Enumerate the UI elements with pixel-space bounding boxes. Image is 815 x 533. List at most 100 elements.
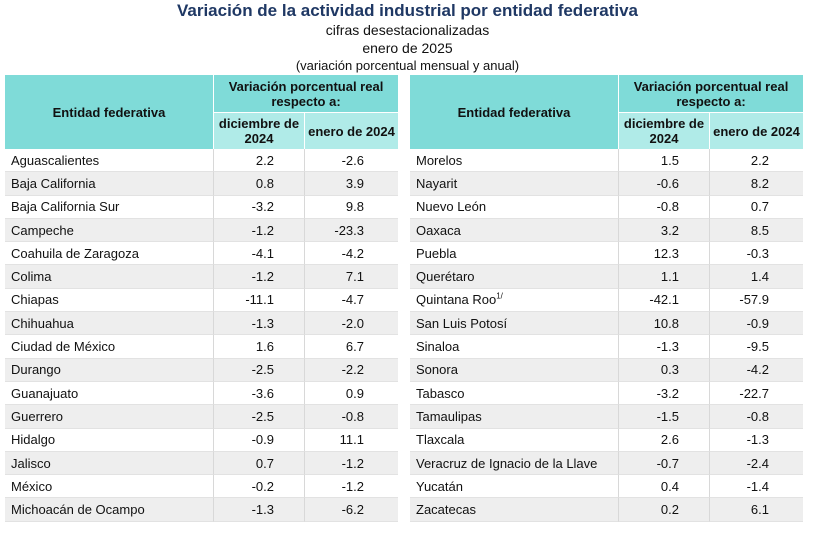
state-name: Oaxaca xyxy=(410,218,619,243)
value-diciembre: 12.3 xyxy=(619,242,710,266)
value-diciembre: 2.2 xyxy=(214,149,305,173)
value-enero: -2.2 xyxy=(305,358,398,382)
table-row: Guanajuato -3.6 0.9 xyxy=(5,381,398,406)
value-diciembre: -2.5 xyxy=(214,358,305,382)
value-enero: 1.4 xyxy=(710,265,803,289)
value-enero: -23.3 xyxy=(305,218,398,243)
state-name-text: Campeche xyxy=(11,222,74,238)
value-diciembre: -0.7 xyxy=(619,451,710,476)
header-diciembre: diciembre de 2024 xyxy=(619,113,710,149)
state-name: Tabasco xyxy=(410,381,619,406)
state-name-text: Colima xyxy=(11,269,52,285)
header-entidad: Entidad federativa xyxy=(410,75,619,149)
state-name-text: Chihuahua xyxy=(11,315,74,331)
state-name-text: Sinaloa xyxy=(416,339,460,355)
state-name: Ciudad de México xyxy=(5,335,214,359)
table-row: San Luis Potosí 10.8 -0.9 xyxy=(410,312,803,336)
value-enero: 0.9 xyxy=(305,381,398,406)
value-diciembre: -0.6 xyxy=(619,172,710,196)
state-name-text: Zacatecas xyxy=(416,502,476,518)
value-enero: -0.8 xyxy=(305,405,398,429)
state-name: Baja California Sur xyxy=(5,195,214,219)
state-name-text: Veracruz de Ignacio de la Llave xyxy=(416,455,598,471)
state-name: Sonora xyxy=(410,358,619,382)
state-name: Colima xyxy=(5,265,214,289)
state-name: Michoacán de Ocampo xyxy=(5,498,214,522)
value-diciembre: -1.5 xyxy=(619,405,710,429)
table-row: Chiapas -11.1 -4.7 xyxy=(5,288,398,313)
state-name-text: San Luis Potosí xyxy=(416,315,508,331)
state-name-text: Tabasco xyxy=(416,385,465,401)
value-diciembre: 0.2 xyxy=(619,498,710,522)
value-enero: 11.1 xyxy=(305,428,398,452)
state-name: Veracruz de Ignacio de la Llave xyxy=(410,451,619,476)
table-row: Nayarit -0.6 8.2 xyxy=(410,172,803,196)
state-name-text: Morelos xyxy=(416,152,463,168)
table-row: Querétaro 1.1 1.4 xyxy=(410,265,803,289)
state-name: Tlaxcala xyxy=(410,428,619,452)
table-row: Tabasco -3.2 -22.7 xyxy=(410,381,803,406)
state-name: Morelos xyxy=(410,149,619,173)
state-name-text: México xyxy=(11,478,53,494)
value-diciembre: 2.6 xyxy=(619,428,710,452)
footnote-marker: 1/ xyxy=(496,292,503,302)
state-name: Nayarit xyxy=(410,172,619,196)
state-name-text: Quintana Roo xyxy=(416,292,497,308)
table-row: Sonora 0.3 -4.2 xyxy=(410,358,803,382)
table-row: Tamaulipas -1.5 -0.8 xyxy=(410,405,803,429)
value-diciembre: 0.4 xyxy=(619,475,710,499)
value-enero: -4.2 xyxy=(710,358,803,382)
state-name-text: Oaxaca xyxy=(416,222,461,238)
value-enero: 3.9 xyxy=(305,172,398,196)
table-row: Oaxaca 3.2 8.5 xyxy=(410,218,803,243)
value-enero: -0.8 xyxy=(710,405,803,429)
state-name: Tamaulipas xyxy=(410,405,619,429)
state-name: Querétaro xyxy=(410,265,619,289)
state-name-text: Michoacán de Ocampo xyxy=(11,502,145,518)
state-name-text: Sonora xyxy=(416,362,458,378)
state-name: Nuevo León xyxy=(410,195,619,219)
value-enero: -2.6 xyxy=(305,149,398,173)
value-enero: 0.7 xyxy=(710,195,803,219)
state-name-text: Yucatán xyxy=(416,478,463,494)
right-table: Entidad federativa Variación porcentual … xyxy=(410,75,803,522)
state-name-text: Nuevo León xyxy=(416,199,487,215)
left-table-body: Aguascalientes 2.2 -2.6 Baja California 0.8 3… xyxy=(5,149,398,522)
value-diciembre: -11.1 xyxy=(214,288,305,313)
state-name-text: Tlaxcala xyxy=(416,432,465,448)
table-row: Coahuila de Zaragoza -4.1 -4.2 xyxy=(5,242,398,266)
state-name: Sinaloa xyxy=(410,335,619,359)
value-diciembre: -1.2 xyxy=(214,265,305,289)
state-name-text: Baja California Sur xyxy=(11,199,120,215)
state-name: Hidalgo xyxy=(5,428,214,452)
value-enero: 2.2 xyxy=(710,149,803,173)
table-row: México -0.2 -1.2 xyxy=(5,475,398,499)
value-diciembre: -3.6 xyxy=(214,381,305,406)
table-row: Jalisco 0.7 -1.2 xyxy=(5,451,398,476)
value-diciembre: -1.3 xyxy=(619,335,710,359)
state-name: Chihuahua xyxy=(5,312,214,336)
state-name: Zacatecas xyxy=(410,498,619,522)
state-name-text: Chiapas xyxy=(11,292,59,308)
header-diciembre: diciembre de 2024 xyxy=(214,113,305,149)
state-name-text: Baja California xyxy=(11,175,96,191)
state-name: Puebla xyxy=(410,242,619,266)
value-diciembre: -4.1 xyxy=(214,242,305,266)
value-enero: 6.7 xyxy=(305,335,398,359)
state-name-text: Aguascalientes xyxy=(11,152,100,168)
state-name: Guanajuato xyxy=(5,381,214,406)
value-enero: 7.1 xyxy=(305,265,398,289)
value-diciembre: 1.6 xyxy=(214,335,305,359)
table-row: Campeche -1.2 -23.3 xyxy=(5,218,398,243)
state-name: Yucatán xyxy=(410,475,619,499)
subtitle-units: (variación porcentual mensual y anual) xyxy=(295,58,520,73)
value-diciembre: -1.2 xyxy=(214,218,305,243)
table-row: Quintana Roo1/-42.1 -57.9 xyxy=(410,288,803,313)
state-name: Aguascalientes xyxy=(5,149,214,173)
table-row: Tlaxcala 2.6 -1.3 xyxy=(410,428,803,452)
state-name: Guerrero xyxy=(5,405,214,429)
value-enero: -9.5 xyxy=(710,335,803,359)
value-diciembre: -0.9 xyxy=(214,428,305,452)
value-enero: -22.7 xyxy=(710,381,803,406)
value-enero: -0.9 xyxy=(710,312,803,336)
